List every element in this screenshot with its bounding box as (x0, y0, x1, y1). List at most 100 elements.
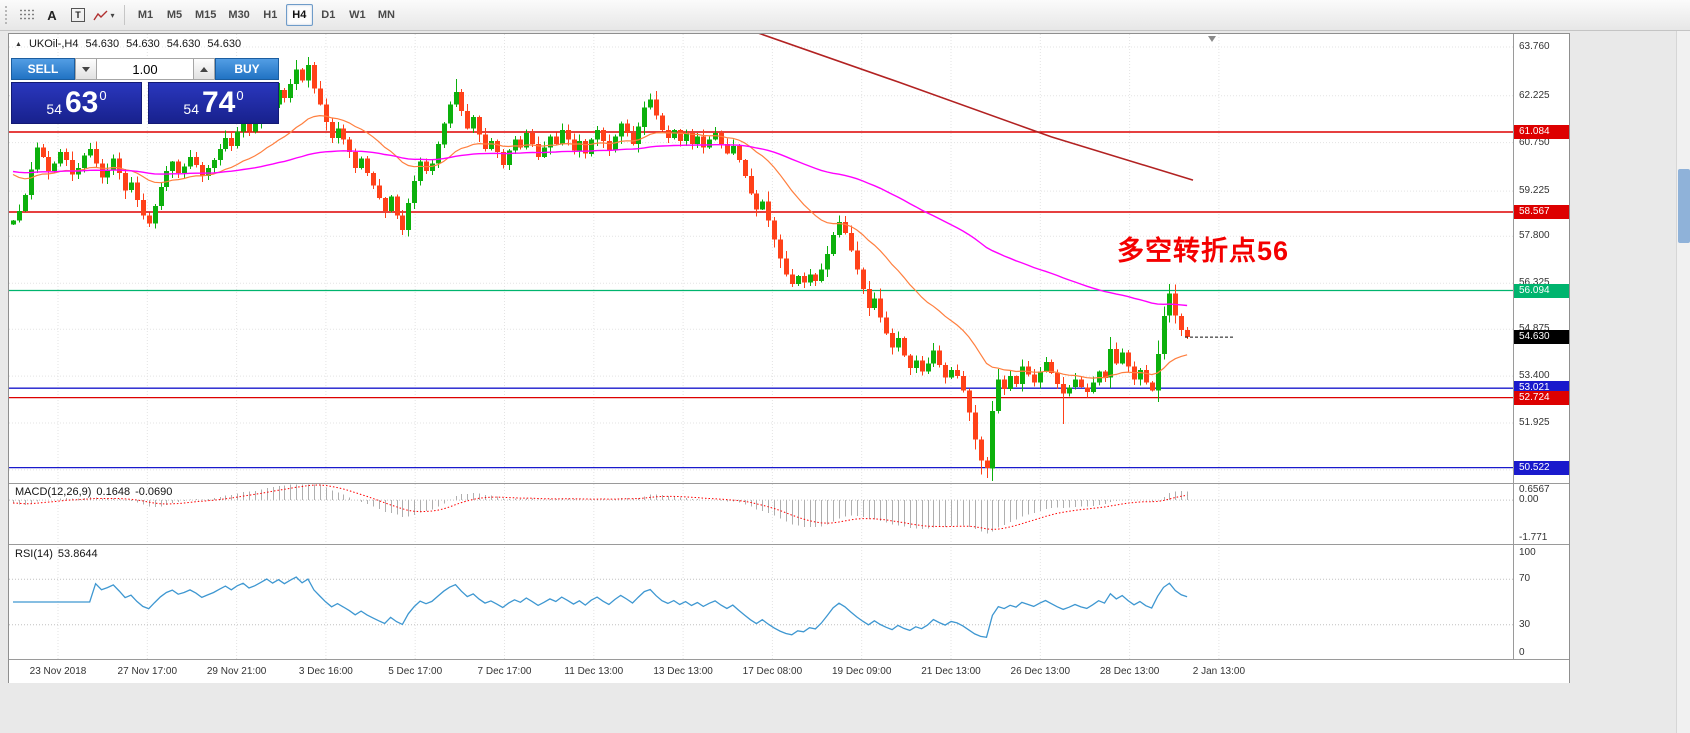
caret-down-icon (82, 66, 90, 72)
time-axis-label: 27 Nov 17:00 (117, 666, 178, 677)
rsi-label: RSI(14) 53.8644 (15, 548, 98, 560)
time-axis-label: 11 Dec 13:00 (564, 666, 624, 677)
ma-slow-line (12, 144, 1188, 307)
sell-price-prefix: 54 (46, 101, 62, 117)
price-axis-label: 56.325 (1519, 277, 1550, 288)
toolbar-separator (124, 5, 125, 25)
rsi-axis-label: 100 (1519, 547, 1536, 558)
time-axis-label: 17 Dec 08:00 (742, 666, 803, 677)
chart-shift-marker-icon[interactable] (1208, 36, 1216, 42)
price-chart-canvas[interactable] (9, 34, 1513, 660)
price-axis-label: 57.800 (1519, 230, 1550, 241)
price-axis-label: 63.760 (1519, 41, 1550, 52)
chart-annotation-text: 多空转折点56 (1117, 236, 1290, 266)
time-axis-label: 29 Nov 21:00 (206, 666, 267, 677)
timeframe-button-w1[interactable]: W1 (344, 4, 371, 26)
chart-window: 63.760 62.225 60.750 59.225 57.800 56.325 54.8… (8, 33, 1570, 683)
timeframe-button-m1[interactable]: M1 (132, 4, 159, 26)
buy-price-prefix: 54 (183, 101, 199, 117)
rsi-axis-label: 70 (1519, 573, 1531, 584)
dotted-grid-icon (19, 9, 34, 19)
sell-price-display[interactable]: 54 63 0 (11, 82, 142, 124)
open-value: 54.630 (85, 38, 120, 50)
price-axis-label: 51.925 (1519, 417, 1550, 428)
rsi-axis-label: 30 (1519, 619, 1531, 630)
boxed-t-icon: T (71, 8, 85, 22)
scrollbar-thumb[interactable] (1678, 169, 1690, 243)
grid-layer (9, 34, 1513, 659)
sell-price-big-digits: 63 (64, 86, 99, 119)
price-axis-label: 62.225 (1519, 90, 1550, 101)
price-axis-label: 60.750 (1519, 137, 1550, 148)
timeframe-button-m30[interactable]: M30 (223, 4, 254, 26)
workspace: 63.760 62.225 60.750 59.225 57.800 56.325 54.8… (0, 31, 1690, 733)
hline-price-tag: 50.522 (1514, 461, 1569, 475)
shapes-tool-button[interactable]: ▾ (91, 3, 117, 27)
time-axis-label: 21 Dec 13:00 (921, 666, 981, 677)
hline-price-tag: 52.724 (1514, 391, 1569, 405)
timeframe-group: M1 M5 M15 M30 H1 H4 D1 W1 MN (132, 4, 400, 26)
price-axis-label: 53.400 (1519, 370, 1550, 381)
panel-separator[interactable] (9, 544, 1569, 545)
buy-price-superscript: 0 (236, 88, 244, 103)
buy-price-big-digits: 74 (201, 86, 236, 119)
buy-price-display[interactable]: 54 74 0 (148, 82, 279, 124)
time-axis-label: 26 Dec 13:00 (1010, 666, 1071, 677)
macd-label: MACD(12,26,9) 0.1648 -0.0690 (15, 486, 173, 498)
hline-price-tag: 56.094 (1514, 284, 1569, 298)
time-axis-label: 28 Dec 13:00 (1099, 666, 1160, 677)
price-axis-label: 54.875 (1519, 323, 1550, 334)
toolbar: A T ▾ M1 M5 M15 M30 H1 H4 D1 W1 MN (0, 0, 1690, 31)
hline-price-tag: 58.567 (1514, 205, 1569, 219)
high-value: 54.630 (126, 38, 160, 50)
macd-signal-line (12, 484, 1188, 530)
macd-axis-label: 0.00 (1519, 494, 1539, 505)
buy-button[interactable]: BUY (215, 58, 279, 80)
time-axis-label: 23 Nov 2018 (29, 666, 87, 677)
grid-tool-icon[interactable] (13, 3, 39, 27)
caret-up-icon (200, 66, 208, 72)
time-axis-label: 19 Dec 09:00 (831, 666, 892, 677)
chevron-down-icon: ▾ (110, 10, 115, 20)
low-value: 54.630 (166, 38, 201, 50)
price-axis: 63.760 62.225 60.750 59.225 57.800 56.325 54.8… (1513, 34, 1569, 659)
hlines-layer (9, 131, 1513, 469)
time-axis-label: 13 Dec 13:00 (653, 666, 713, 677)
timeframe-button-h1[interactable]: H1 (257, 4, 284, 26)
macd-axis-label: -1.771 (1519, 532, 1548, 543)
timeframe-button-h4[interactable]: H4 (285, 4, 313, 26)
ohlc-header: ▲ UKOil-,H4 54.630 54.630 54.630 54.630 (15, 38, 241, 50)
rsi-line (13, 576, 1188, 639)
text-box-tool-button[interactable]: T (65, 3, 91, 27)
volume-decrease-button[interactable] (75, 58, 97, 80)
toolbar-grip (4, 5, 9, 25)
panel-separator[interactable] (9, 483, 1569, 484)
symbol-period-label: UKOil-,H4 (28, 38, 79, 50)
timeframe-button-mn[interactable]: MN (373, 4, 400, 26)
text-label-tool-button[interactable]: A (39, 3, 65, 27)
volume-increase-button[interactable] (193, 58, 215, 80)
close-value: 54.630 (207, 38, 242, 50)
timeframe-button-d1[interactable]: D1 (315, 4, 342, 26)
macd-histogram (13, 484, 1188, 534)
ma-long-line (758, 34, 1194, 181)
time-axis-label: 5 Dec 17:00 (388, 666, 443, 677)
current-price-tag: 54.630 (1514, 330, 1569, 344)
volume-input[interactable] (97, 58, 193, 80)
up-triangle-icon: ▲ (15, 40, 22, 48)
vertical-scrollbar[interactable] (1676, 31, 1690, 733)
time-axis-label: 2 Jan 13:00 (1192, 666, 1246, 677)
time-axis: 23 Nov 2018 27 Nov 17:00 29 Nov 21:00 3 Dec… (9, 659, 1569, 683)
macd-axis-label: 0.6567 (1519, 484, 1550, 495)
time-axis-label: 7 Dec 17:00 (477, 666, 532, 677)
trendline-shapes-icon (93, 10, 108, 20)
rsi-axis-label: 0 (1519, 647, 1525, 658)
sell-button[interactable]: SELL (11, 58, 75, 80)
sell-price-superscript: 0 (99, 88, 107, 103)
timeframe-button-m5[interactable]: M5 (161, 4, 188, 26)
timeframe-button-m15[interactable]: M15 (190, 4, 221, 26)
ma-fast-line (12, 114, 1188, 379)
hline-price-tag: 61.084 (1514, 125, 1569, 139)
